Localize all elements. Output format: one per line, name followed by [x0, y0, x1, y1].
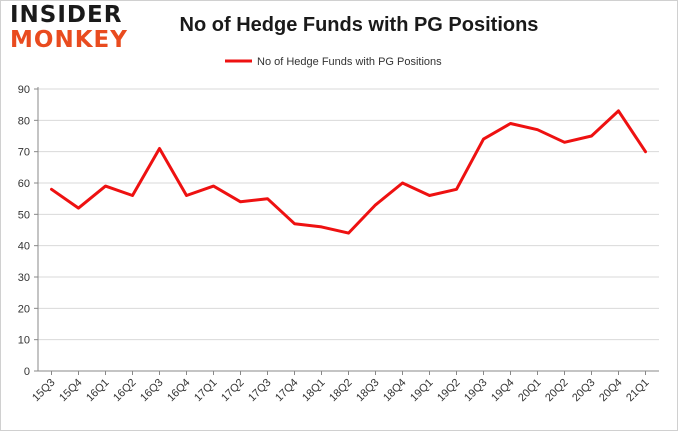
- y-tick-label: 90: [18, 84, 30, 96]
- x-tick-label: 15Q3: [30, 377, 58, 405]
- data-point: [239, 200, 242, 203]
- data-point: [617, 109, 620, 113]
- x-tick-label: 15Q4: [57, 377, 85, 405]
- x-tick-label: 20Q3: [570, 377, 598, 405]
- data-point: [374, 203, 377, 207]
- y-tick-label: 50: [18, 209, 30, 221]
- gridlines: [38, 88, 659, 341]
- data-point: [320, 225, 323, 229]
- x-tick-label: 20Q1: [516, 377, 544, 405]
- chart-title: No of Hedge Funds with PG Positions: [179, 14, 539, 36]
- y-tick-labels: 0 10 20 30 40 50 60 70 80 90: [18, 84, 30, 378]
- x-tick-label: 17Q2: [219, 377, 247, 405]
- y-tick-label: 30: [18, 272, 30, 284]
- x-tick-label: 17Q3: [246, 377, 274, 405]
- x-tick-label: 18Q4: [381, 377, 409, 405]
- x-tick-label: 19Q2: [435, 377, 463, 405]
- y-tick-label: 10: [18, 335, 30, 347]
- y-tick-label: 60: [18, 178, 30, 190]
- y-tick-label: 40: [18, 241, 30, 253]
- y-tick-label: 80: [18, 115, 30, 127]
- x-tick-label: 18Q3: [354, 377, 382, 405]
- legend-label: No of Hedge Funds with PG Positions: [257, 56, 442, 68]
- x-tick-label: 19Q1: [408, 377, 436, 405]
- series-group: [50, 109, 647, 235]
- data-point: [158, 147, 161, 150]
- data-point: [131, 194, 134, 197]
- x-tick-label: 17Q4: [273, 377, 301, 405]
- data-point: [563, 141, 566, 144]
- data-point: [428, 194, 431, 197]
- data-point: [293, 222, 296, 225]
- logo-line-1: INSIDER: [10, 2, 123, 28]
- data-point: [482, 137, 485, 141]
- data-point: [50, 188, 53, 191]
- x-tick-labels: 15Q3 15Q4 16Q1 16Q2 16Q3 16Q4 17Q1 17Q2 17Q3 17Q4…: [30, 377, 652, 405]
- logo-line-2: MONKEY: [10, 27, 128, 53]
- x-tick-label: 17Q1: [192, 377, 220, 405]
- data-point: [185, 194, 188, 197]
- x-tick-label: 16Q2: [111, 377, 139, 405]
- data-point: [455, 188, 458, 191]
- x-tick-label: 20Q2: [543, 377, 571, 405]
- x-tick-label: 19Q3: [462, 377, 490, 405]
- legend: No of Hedge Funds with PG Positions: [225, 56, 442, 68]
- data-point: [77, 206, 80, 210]
- x-tick-label: 19Q4: [489, 377, 517, 405]
- data-point: [509, 122, 512, 125]
- axes: [34, 87, 659, 375]
- x-tick-label: 16Q4: [165, 377, 193, 405]
- data-point: [212, 184, 215, 188]
- data-point: [536, 128, 539, 131]
- y-tick-label: 70: [18, 147, 30, 159]
- x-tick-label: 18Q2: [327, 377, 355, 405]
- insider-monkey-logo: INSIDER MONKEY: [10, 4, 128, 52]
- y-tick-label: 0: [24, 366, 30, 378]
- x-tick-label: 21Q1: [624, 377, 652, 405]
- data-point: [644, 150, 647, 153]
- data-point: [104, 184, 107, 188]
- x-tick-label: 16Q1: [84, 377, 112, 405]
- data-point: [347, 231, 350, 235]
- data-point: [590, 134, 593, 138]
- x-tick-label: 18Q1: [300, 377, 328, 405]
- data-point: [266, 197, 269, 200]
- y-tick-label: 20: [18, 303, 30, 315]
- x-tick-label: 16Q3: [138, 377, 166, 405]
- data-point: [401, 181, 404, 185]
- x-tick-label: 20Q4: [597, 377, 625, 405]
